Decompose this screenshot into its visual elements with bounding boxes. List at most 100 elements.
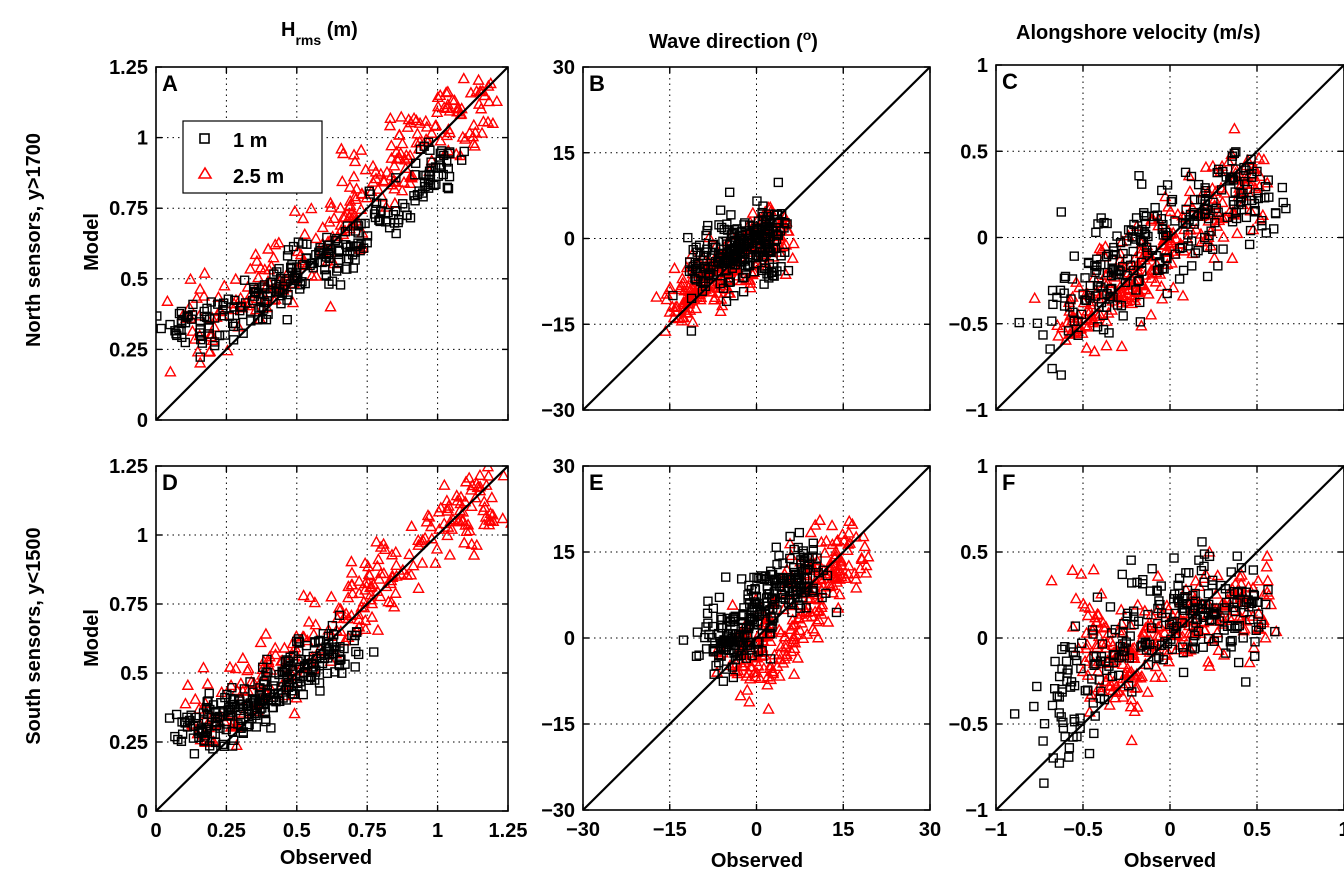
point-1m (736, 574, 747, 584)
point-1m (768, 603, 778, 613)
point-1m (218, 739, 228, 750)
point-2-5m (316, 221, 329, 233)
point-2-5m (787, 237, 800, 249)
ytick-label: 0.25 (109, 339, 148, 361)
point-1m (228, 321, 239, 332)
point-1m (786, 598, 797, 608)
point-2-5m (1260, 560, 1273, 572)
point-2-5m (224, 678, 238, 691)
point-1m (778, 593, 788, 603)
point-1m (1056, 712, 1066, 722)
point-1m (362, 231, 373, 241)
point-1m (1167, 618, 1177, 628)
point-1m (171, 329, 181, 339)
point-2-5m (358, 583, 372, 595)
point-2-5m (749, 655, 763, 667)
point-1m (340, 659, 350, 669)
point-2-5m (1144, 308, 1158, 320)
point-2-5m (486, 452, 496, 461)
point-1m (771, 542, 781, 552)
point-1m (1252, 166, 1262, 177)
point-2-5m (269, 641, 282, 653)
panel-C: −1 −0.5 0 0.5 1C (949, 55, 1344, 422)
point-1m (1178, 667, 1189, 678)
point-2-5m (762, 702, 775, 714)
point-2-5m (1126, 642, 1139, 654)
point-2-5m (385, 151, 398, 163)
xtick-label: −1 (985, 819, 1008, 841)
point-1m (1129, 619, 1139, 630)
point-1m (1189, 216, 1200, 227)
xtick-label: 0 (150, 820, 161, 842)
point-1m (714, 657, 724, 668)
point-1m (1253, 597, 1263, 607)
point-2-5m (788, 641, 801, 654)
xtick-label: 0.5 (283, 820, 311, 842)
point-1m (1172, 594, 1183, 604)
point-2-5m (336, 175, 349, 187)
point-1m (1100, 656, 1111, 667)
point-2-5m (385, 596, 398, 608)
point-2-5m (1125, 297, 1139, 309)
point-1m (769, 576, 780, 586)
point-1m (1253, 622, 1264, 632)
point-1m (282, 315, 292, 325)
point-1m (1075, 723, 1085, 733)
xtick-label: 1 (1338, 819, 1344, 841)
point-2-5m (460, 524, 473, 536)
point-1m (250, 286, 260, 297)
point-1m (327, 620, 338, 631)
point-1m (708, 239, 719, 250)
legend: 1 m 2.5 m (182, 120, 323, 194)
point-2-5m (309, 231, 323, 244)
point-1m (230, 295, 240, 306)
point-1m (1047, 316, 1057, 326)
point-2-5m (1216, 211, 1230, 224)
point-2-5m (324, 196, 337, 208)
point-1m (767, 569, 778, 580)
scatter-points (164, 452, 508, 759)
point-1m (1270, 208, 1281, 218)
point-1m (758, 201, 768, 211)
point-2-5m (1203, 545, 1216, 557)
point-1m (393, 217, 403, 228)
point-1m (1091, 291, 1101, 301)
point-2-5m (451, 515, 464, 527)
point-1m (179, 717, 190, 727)
point-2-5m (1134, 671, 1147, 683)
point-1m (708, 603, 719, 613)
point-2-5m (737, 660, 750, 672)
point-1m (808, 583, 818, 593)
point-2-5m (1211, 569, 1224, 581)
point-2-5m (229, 662, 242, 674)
point-1m (1190, 630, 1200, 641)
point-2-5m (1216, 597, 1229, 609)
point-1m (227, 682, 237, 693)
point-2-5m (438, 478, 451, 490)
point-2-5m (1093, 242, 1106, 254)
point-2-5m (361, 560, 375, 572)
point-2-5m (1118, 282, 1131, 294)
point-1m (822, 570, 833, 581)
point-1m (1202, 271, 1213, 282)
point-2-5m (740, 669, 753, 681)
point-1m (1162, 288, 1172, 299)
point-1m (365, 189, 375, 199)
ytick-label: −0.5 (949, 714, 988, 736)
point-1m (1199, 549, 1210, 559)
point-1m (694, 650, 704, 660)
xtick-label: −15 (653, 819, 687, 841)
point-1m (728, 614, 738, 624)
point-1m (1029, 701, 1039, 712)
ytick-label: 1.25 (109, 57, 148, 79)
point-1m (1248, 565, 1259, 575)
xtick-label: 0.75 (348, 820, 387, 842)
point-2-5m (1080, 638, 1094, 650)
point-1m (1120, 277, 1131, 288)
point-1m (176, 306, 187, 317)
point-2-5m (473, 468, 487, 480)
point-2-5m (446, 513, 460, 525)
point-1m (1181, 568, 1191, 578)
point-2-5m (254, 636, 267, 648)
point-2-5m (1164, 236, 1178, 248)
